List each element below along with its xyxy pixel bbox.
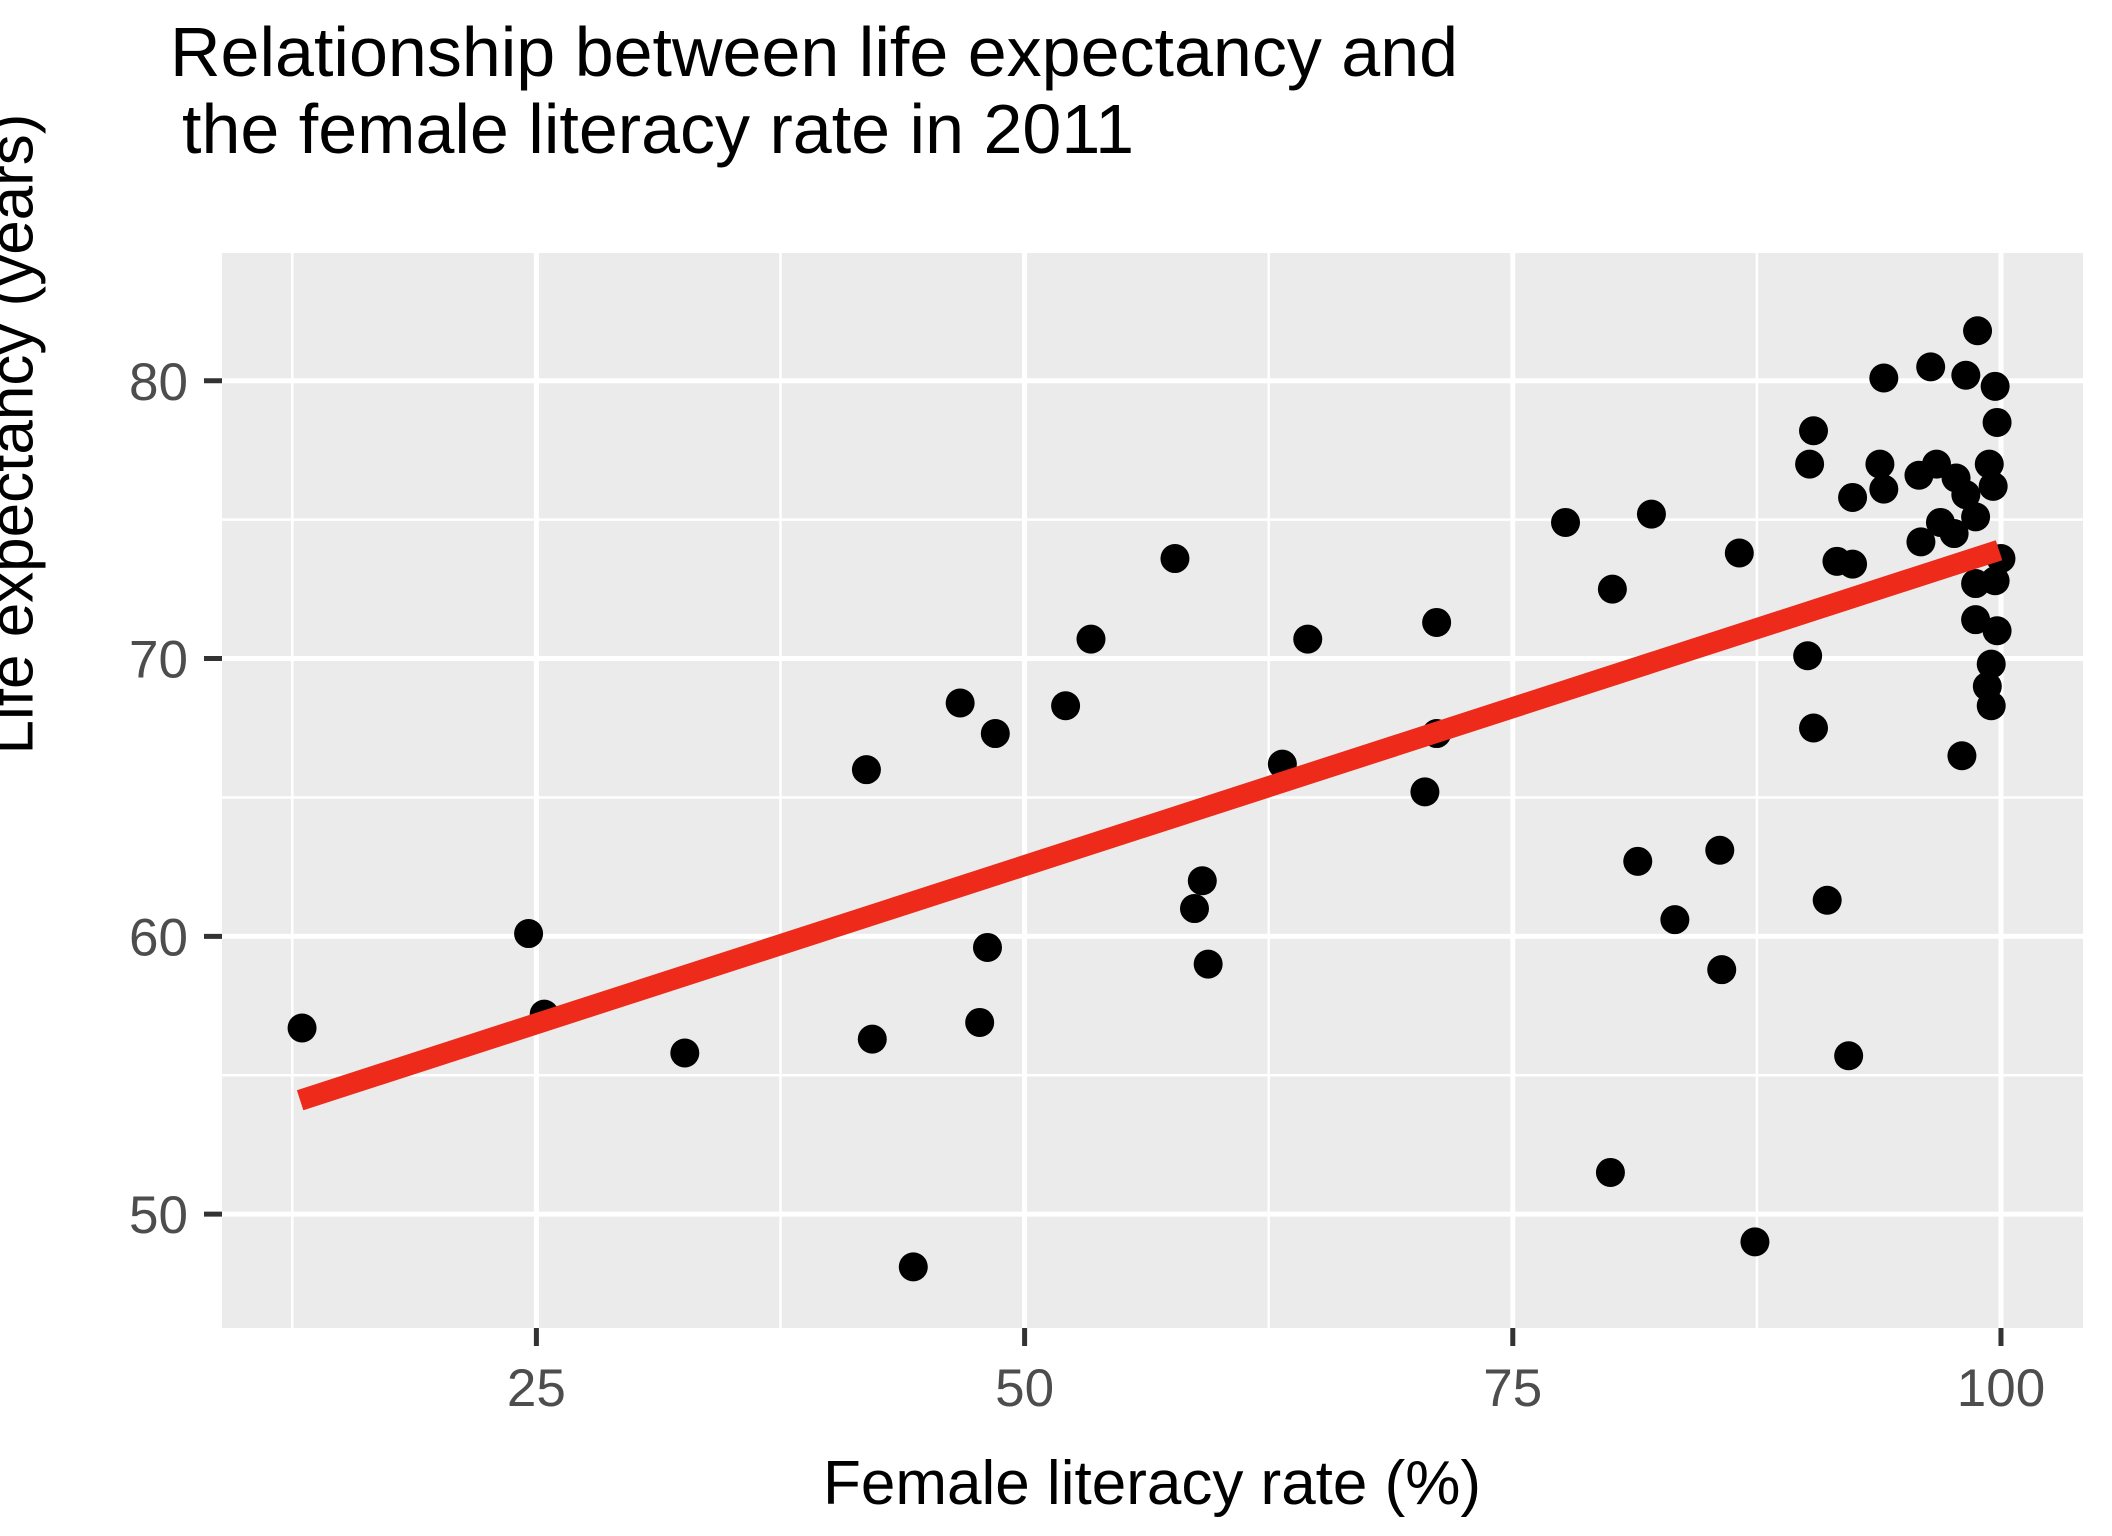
data-point (1187, 866, 1217, 896)
data-point (1076, 624, 1106, 654)
data-point (1869, 363, 1899, 393)
chart-title: Relationship between life expectancy and… (170, 14, 1458, 168)
data-point (1976, 691, 2006, 721)
data-point (945, 688, 975, 718)
data-point (1963, 316, 1993, 346)
data-point (1051, 691, 1081, 721)
data-point (1976, 649, 2006, 679)
data-point (1660, 905, 1690, 935)
data-point (1724, 538, 1754, 568)
x-tick-label: 100 (1957, 1359, 2045, 1418)
data-point (972, 932, 1002, 962)
trend-line (296, 540, 2003, 1111)
y-axis-title: Life expectancy (years) (0, 113, 47, 755)
y-tick-label: 50 (129, 1186, 188, 1245)
data-point (1812, 885, 1842, 915)
data-point (1834, 1041, 1864, 1071)
data-point (1795, 449, 1825, 479)
y-tick-label: 80 (129, 353, 188, 412)
data-point (965, 1007, 995, 1037)
data-point (1623, 846, 1653, 876)
data-point (1636, 499, 1666, 529)
data-point (1939, 519, 1969, 549)
data-point (1951, 360, 1981, 390)
data-point (1906, 527, 1936, 557)
data-point (857, 1024, 887, 1054)
data-point (1160, 544, 1190, 574)
data-point (851, 755, 881, 785)
data-point (1410, 777, 1440, 807)
x-tick-label: 50 (995, 1359, 1054, 1418)
data-point (1980, 566, 2010, 596)
data-point (1293, 624, 1323, 654)
data-point (1838, 482, 1868, 512)
data-point (1740, 1227, 1770, 1257)
data-point (1799, 713, 1829, 743)
data-point (1597, 574, 1627, 604)
data-point (898, 1252, 928, 1282)
data-point (1980, 371, 2010, 401)
chart-title-line1: Relationship between life expectancy and (170, 13, 1459, 91)
data-point (980, 719, 1010, 749)
plot-panel (222, 253, 2083, 1328)
chart-title-line2: the female literacy rate in 2011 (182, 90, 1135, 168)
data-point (1179, 894, 1209, 924)
data-point (1947, 741, 1977, 771)
data-point (1978, 471, 2008, 501)
y-tick-label: 60 (129, 908, 188, 967)
data-point (670, 1038, 700, 1068)
data-point (1865, 449, 1895, 479)
data-point (1869, 474, 1899, 504)
data-point (1595, 1157, 1625, 1187)
data-point (1799, 416, 1829, 446)
x-tick-label: 75 (1483, 1359, 1542, 1418)
data-point (1974, 449, 2004, 479)
data-point (287, 1013, 317, 1043)
data-point (1916, 352, 1946, 382)
data-point (1982, 616, 2012, 646)
x-axis-title: Female literacy rate (%) (822, 1449, 1482, 1518)
data-point (1422, 607, 1452, 637)
data-point (1951, 480, 1981, 510)
data-point (1982, 407, 2012, 437)
data-point (1961, 605, 1991, 635)
data-point (1551, 507, 1581, 537)
y-tick-label: 70 (129, 631, 188, 690)
data-point (1961, 502, 1991, 532)
x-tick-label: 25 (507, 1359, 566, 1418)
data-point (1707, 955, 1737, 985)
data-point (1705, 835, 1735, 865)
data-point (514, 919, 544, 949)
data-point (1838, 549, 1868, 579)
data-point (1793, 641, 1823, 671)
data-point (1193, 949, 1223, 979)
